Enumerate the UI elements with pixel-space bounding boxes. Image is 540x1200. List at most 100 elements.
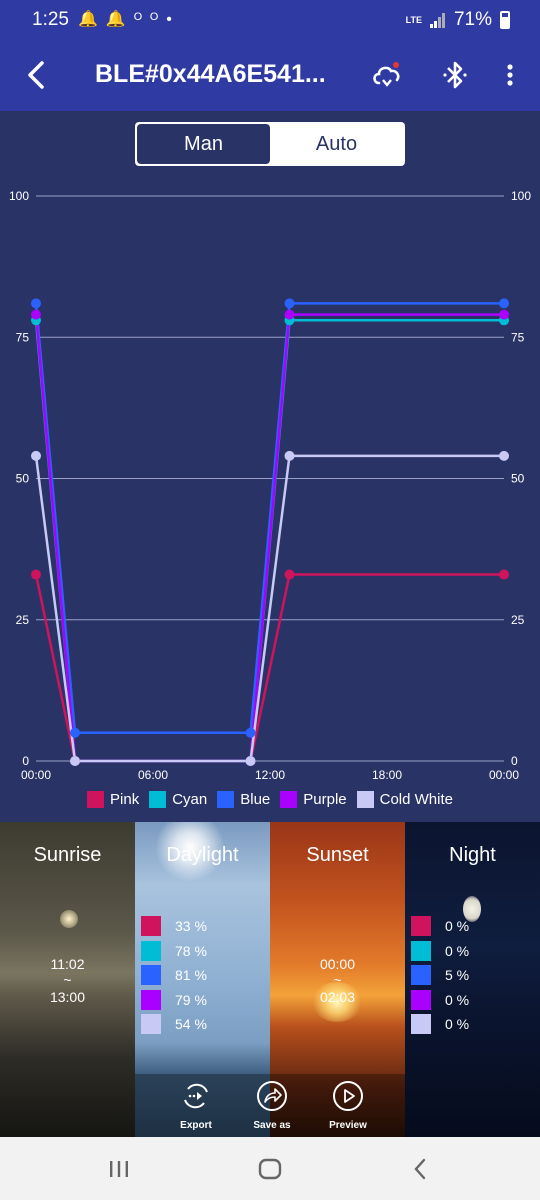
device-title: BLE#0x44A6E541... bbox=[95, 60, 326, 88]
save-as-label: Save as bbox=[253, 1120, 291, 1131]
phase-daylight[interactable]: Daylight 33 % 78 % 81 % 79 % 54 % bbox=[135, 822, 270, 1137]
legend-item[interactable]: Blue bbox=[217, 791, 270, 808]
daylight-swatch bbox=[141, 989, 161, 1010]
back-icon[interactable] bbox=[410, 1155, 430, 1183]
y-tick-label-left: 0 bbox=[22, 754, 29, 768]
chart-legend: Pink Cyan Blue Purple Cold White bbox=[0, 791, 540, 808]
legend-label: Cyan bbox=[172, 791, 208, 808]
phase-panels: Sunrise 11:02 ~ 13:00 Daylight 33 % 78 % 8… bbox=[0, 822, 540, 1137]
home-icon[interactable] bbox=[257, 1155, 283, 1183]
x-tick-label: 06:00 bbox=[138, 768, 168, 782]
y-tick-label-right: 0 bbox=[511, 754, 518, 768]
phase-sunset[interactable]: Sunset 00:00 ~ 02:03 bbox=[270, 822, 405, 1137]
daylight-swatch bbox=[141, 916, 161, 937]
y-tick-label-left: 75 bbox=[16, 330, 30, 344]
legend-item[interactable]: Cyan bbox=[149, 791, 207, 808]
daylight-value: 33 % bbox=[175, 918, 207, 935]
data-point-blue[interactable] bbox=[499, 298, 509, 309]
back-arrow-icon[interactable] bbox=[22, 58, 52, 92]
legend-item[interactable]: Cold White bbox=[356, 791, 453, 808]
night-values: 0 % 0 % 5 % 0 % 0 % bbox=[411, 914, 469, 1037]
series-line-purple bbox=[34, 313, 504, 763]
night-swatch bbox=[411, 965, 431, 986]
bell-icon: 🔔 bbox=[78, 11, 106, 28]
legend-swatch bbox=[356, 791, 374, 808]
sunrise-end-time: 13:00 bbox=[49, 989, 86, 1005]
chart-area: 0 0 25 25 50 50 75 75 100 100 00:00 06:00 12:00 18:00… bbox=[0, 111, 540, 822]
daylight-value: 54 % bbox=[175, 1016, 207, 1033]
mode-manual-button[interactable]: Man bbox=[137, 124, 270, 164]
save-as-button[interactable]: Save as bbox=[234, 1074, 310, 1137]
data-point-pink[interactable] bbox=[284, 569, 295, 580]
mode-auto-button[interactable]: Auto bbox=[270, 124, 403, 164]
night-row: 0 % bbox=[411, 939, 469, 964]
legend-label: Blue bbox=[240, 791, 271, 808]
daylight-value: 79 % bbox=[175, 991, 207, 1008]
y-tick-label-right: 100 bbox=[511, 189, 531, 203]
sunset-sep: ~ bbox=[333, 972, 342, 988]
data-point-pink[interactable] bbox=[499, 569, 509, 580]
daylight-row: 81 % bbox=[141, 963, 207, 988]
night-value: 5 % bbox=[445, 967, 470, 984]
export-label: Export bbox=[180, 1120, 212, 1131]
data-point-cold-white[interactable] bbox=[245, 756, 256, 766]
night-value: 0 % bbox=[445, 942, 470, 959]
phase-night[interactable]: Night 0 % 0 % 5 % 0 % 0 % bbox=[405, 822, 540, 1137]
y-tick-label-left: 100 bbox=[9, 189, 29, 203]
data-point-blue[interactable] bbox=[31, 298, 41, 309]
legend-item[interactable]: Purple bbox=[280, 791, 347, 808]
daylight-value: 81 % bbox=[175, 967, 207, 984]
data-point-cold-white[interactable] bbox=[31, 450, 41, 461]
legend-item[interactable]: Pink bbox=[87, 791, 139, 808]
data-point-blue[interactable] bbox=[284, 298, 295, 309]
bell-icon: 🔔 bbox=[105, 11, 134, 28]
phase-night-title: Night bbox=[449, 844, 496, 866]
data-point-purple[interactable] bbox=[284, 309, 295, 320]
data-point-purple[interactable] bbox=[499, 309, 509, 320]
daylight-row: 79 % bbox=[141, 988, 207, 1013]
recent-apps-icon[interactable] bbox=[108, 1155, 130, 1183]
voicemail-icon: ᴼᴼ bbox=[133, 11, 167, 28]
night-swatch bbox=[411, 989, 431, 1010]
phase-sunrise[interactable]: Sunrise 11:02 ~ 13:00 bbox=[0, 822, 135, 1137]
signal-icon bbox=[429, 13, 445, 28]
sun-icon bbox=[312, 982, 362, 1022]
x-tick-label: 00:00 bbox=[489, 768, 519, 782]
cloud-sync-icon[interactable] bbox=[370, 58, 404, 92]
night-swatch bbox=[411, 1014, 431, 1035]
spectrum-chart: 0 0 25 25 50 50 75 75 100 100 00:00 06:00 12:00 18:00… bbox=[9, 189, 531, 782]
sun-icon bbox=[155, 822, 225, 882]
sunrise-sep: ~ bbox=[63, 972, 72, 988]
daylight-values: 33 % 78 % 81 % 79 % 54 % bbox=[141, 914, 207, 1037]
mode-toggle: Man Auto bbox=[135, 122, 405, 166]
data-point-blue[interactable] bbox=[70, 727, 80, 738]
system-nav-bar bbox=[0, 1137, 540, 1200]
data-point-blue[interactable] bbox=[245, 727, 256, 738]
preview-button[interactable]: Preview bbox=[310, 1074, 386, 1137]
daylight-value: 78 % bbox=[175, 942, 207, 959]
daylight-row: 54 % bbox=[141, 1012, 207, 1037]
more-vert-icon[interactable] bbox=[500, 60, 520, 94]
data-point-purple[interactable] bbox=[31, 309, 41, 320]
export-button[interactable]: Export bbox=[158, 1074, 234, 1137]
daylight-swatch bbox=[141, 940, 161, 961]
legend-swatch bbox=[87, 791, 105, 808]
data-point-cold-white[interactable] bbox=[70, 756, 80, 766]
notification-icons: 🔔🔔ᴼᴼ• bbox=[78, 9, 180, 29]
legend-swatch bbox=[217, 791, 235, 808]
x-tick-label: 12:00 bbox=[255, 768, 285, 782]
data-point-cold-white[interactable] bbox=[499, 450, 509, 461]
data-point-cold-white[interactable] bbox=[284, 450, 295, 461]
y-tick-label-right: 75 bbox=[511, 330, 525, 344]
play-icon bbox=[333, 1081, 363, 1111]
dot-icon: • bbox=[166, 11, 180, 28]
legend-swatch bbox=[280, 791, 298, 808]
daylight-row: 78 % bbox=[141, 939, 207, 964]
data-point-pink[interactable] bbox=[31, 569, 41, 580]
moon-icon bbox=[463, 896, 481, 922]
legend-label: Cold White bbox=[379, 791, 453, 808]
bluetooth-icon[interactable] bbox=[440, 58, 470, 92]
phase-sunset-title: Sunset bbox=[306, 844, 369, 866]
action-bar: Export Save as Preview bbox=[135, 1074, 405, 1137]
night-row: 0 % bbox=[411, 1012, 469, 1037]
